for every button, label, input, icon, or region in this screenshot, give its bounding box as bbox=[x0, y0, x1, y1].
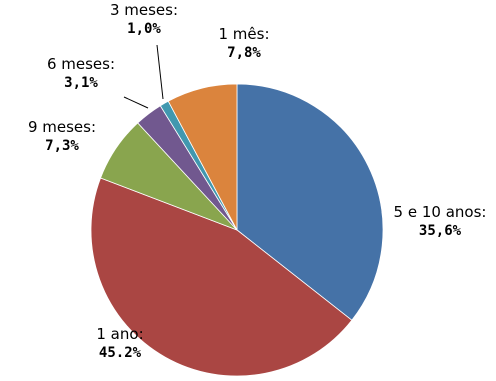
slice-label-name: 6 meses: bbox=[46, 55, 116, 73]
leader-line-3 bbox=[123, 96, 149, 109]
slice-label-1: 1 ano: 45.2% bbox=[65, 325, 175, 363]
leader-line-4 bbox=[156, 44, 164, 100]
slice-label-name: 5 e 10 anos: bbox=[393, 203, 487, 221]
slice-label-name: 1 mês: bbox=[218, 25, 270, 43]
slice-label-name: 3 meses: bbox=[109, 1, 179, 19]
slice-label-value: 1,0% bbox=[127, 21, 161, 37]
slice-label-0: 5 e 10 anos: 35,6% bbox=[385, 203, 495, 241]
slice-label-value: 45.2% bbox=[98, 345, 142, 361]
pie-slice-0 bbox=[236, 83, 384, 321]
slice-label-4: 3 meses: 1,0% bbox=[89, 1, 199, 39]
slice-label-2: 9 meses: 7,3% bbox=[7, 118, 117, 156]
slice-label-5: 1 mês: 7,8% bbox=[189, 25, 299, 63]
slice-label-value: 35,6% bbox=[418, 223, 462, 239]
slice-label-3: 6 meses: 3,1% bbox=[26, 55, 136, 93]
pie-slice-5 bbox=[167, 83, 238, 231]
slice-label-name: 9 meses: bbox=[27, 118, 97, 136]
slice-label-name: 1 ano: bbox=[96, 325, 144, 343]
slice-label-value: 7,3% bbox=[45, 138, 79, 154]
pie-slice-1 bbox=[90, 177, 353, 377]
slice-label-value: 3,1% bbox=[64, 75, 98, 91]
slice-label-value: 7,8% bbox=[227, 45, 261, 61]
